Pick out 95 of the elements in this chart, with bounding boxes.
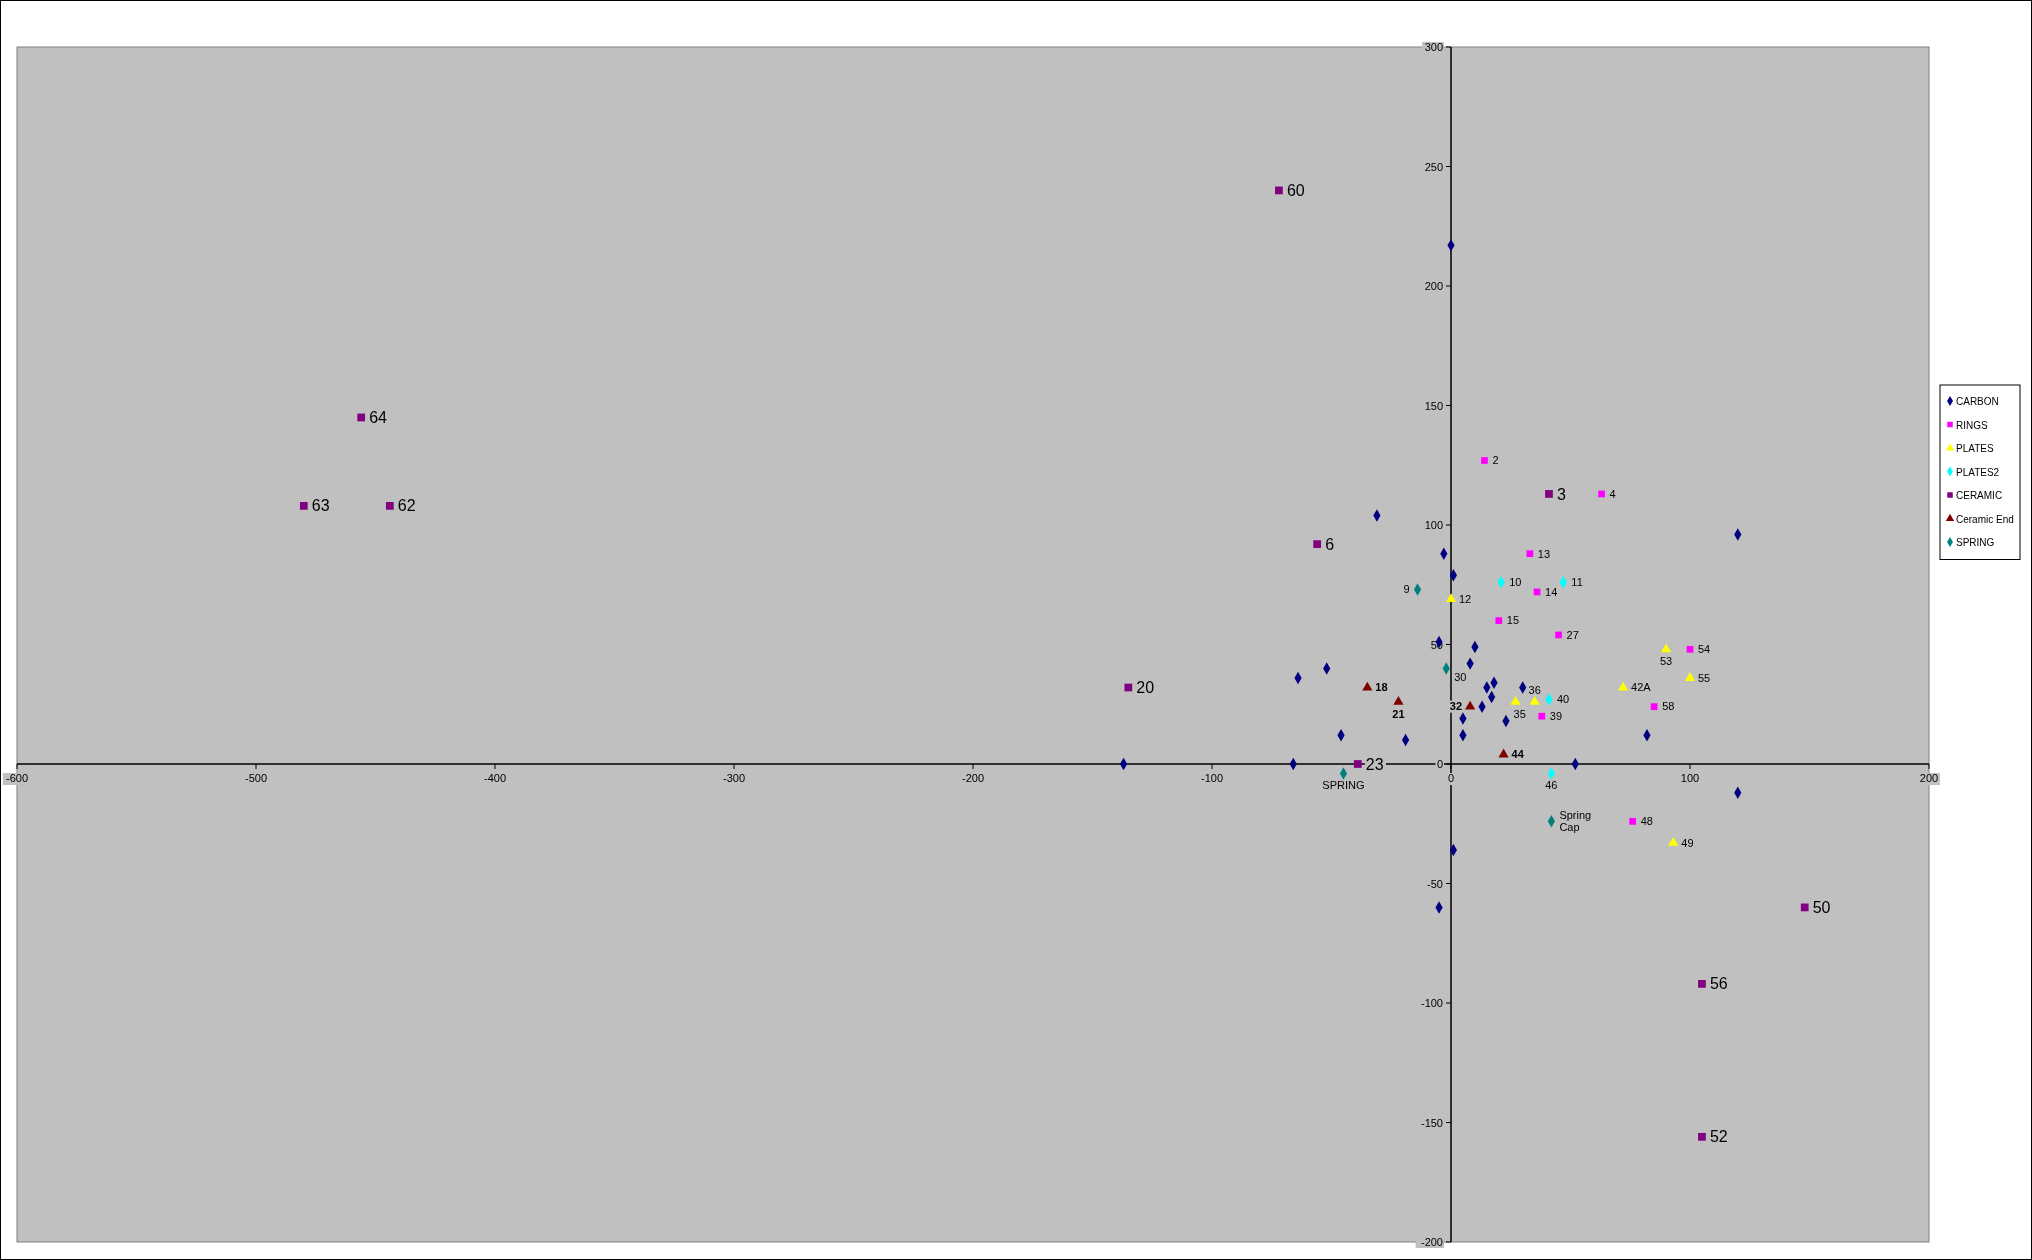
legend-label: RINGS xyxy=(1956,419,1988,431)
point xyxy=(1545,490,1553,498)
annotation: 15 xyxy=(1506,614,1520,627)
y-tick-label: -50 xyxy=(1427,877,1443,890)
point xyxy=(1465,700,1476,710)
point xyxy=(1538,712,1546,720)
x-tick-label: -500 xyxy=(244,772,268,784)
x-tick-label: 200 xyxy=(1919,772,1939,784)
annotation: 40 xyxy=(1556,693,1570,706)
y-tick-label: -100 xyxy=(1420,997,1443,1009)
point xyxy=(1498,748,1509,758)
annotation: 27 xyxy=(1566,628,1579,641)
annotation: 44 xyxy=(1511,748,1525,761)
annotation: 14 xyxy=(1545,585,1558,598)
annotation: 42A xyxy=(1631,681,1652,694)
annotation: 23 xyxy=(1365,755,1384,773)
point xyxy=(1353,760,1362,768)
y-tick-label: 100 xyxy=(1424,519,1443,531)
x-tick-label: -400 xyxy=(483,772,507,784)
annotation: 63 xyxy=(311,497,330,515)
annotation: 11 xyxy=(1571,576,1583,589)
y-tick-label: 0 xyxy=(1436,758,1443,770)
y-tick-label: 300 xyxy=(1424,41,1443,53)
annotation: 2 xyxy=(1492,454,1499,467)
annotation: 20 xyxy=(1136,679,1155,697)
point xyxy=(1698,980,1706,988)
annotation: 36 xyxy=(1528,683,1541,696)
annotation: 3 xyxy=(1556,485,1566,503)
point xyxy=(1393,695,1404,705)
annotation: 4 xyxy=(1609,487,1616,500)
annotation: 50 xyxy=(1812,899,1831,916)
point xyxy=(1481,457,1488,464)
point xyxy=(1800,903,1809,912)
annotation: 39 xyxy=(1549,710,1563,723)
legend-label: CARBON xyxy=(1956,396,1999,407)
annotation: 18 xyxy=(1375,681,1388,694)
annotation: 13 xyxy=(1537,547,1551,560)
point xyxy=(357,413,366,422)
x-tick-label: -200 xyxy=(961,772,985,784)
annotation: 55 xyxy=(1698,671,1711,684)
annotation: SPRING xyxy=(1322,779,1365,792)
y-tick-label: -200 xyxy=(1420,1236,1443,1248)
y-tick-label: 150 xyxy=(1424,399,1443,412)
annotation: 35 xyxy=(1513,707,1526,720)
point xyxy=(1686,645,1694,653)
point xyxy=(1629,818,1636,825)
point xyxy=(1668,836,1679,846)
annotation: Spring Cap xyxy=(1559,809,1592,834)
annotation: 46 xyxy=(1545,779,1558,792)
point xyxy=(1495,617,1503,624)
annotation: 32 xyxy=(1449,700,1463,713)
annotation: 10 xyxy=(1509,576,1522,589)
annotation: 48 xyxy=(1640,815,1653,828)
y-tick-label: -150 xyxy=(1420,1116,1443,1129)
legend-label: PLATES xyxy=(1956,443,1994,454)
annotation: 60 xyxy=(1286,182,1305,199)
point xyxy=(1650,703,1658,710)
point xyxy=(1275,186,1283,195)
annotation: 6 xyxy=(1325,535,1335,553)
point xyxy=(1526,550,1534,558)
annotation: 53 xyxy=(1659,655,1673,668)
annotation: 52 xyxy=(1709,1128,1728,1146)
point xyxy=(1445,593,1457,603)
annotation: 56 xyxy=(1709,975,1728,993)
annotation: 9 xyxy=(1403,583,1410,596)
y-tick-label: 200 xyxy=(1424,280,1443,292)
point xyxy=(1598,490,1605,498)
x-tick-label: 0 xyxy=(1447,772,1455,784)
x-tick-label: -300 xyxy=(722,772,746,784)
annotation: 64 xyxy=(369,409,388,427)
point xyxy=(1661,643,1672,653)
point xyxy=(1698,1132,1706,1141)
annotation: 62 xyxy=(397,497,416,515)
annotation: 21 xyxy=(1392,707,1405,720)
point xyxy=(385,502,394,510)
legend-label: CERAMIC xyxy=(1956,490,2003,501)
x-tick-label: -100 xyxy=(1200,772,1224,784)
point xyxy=(299,502,308,510)
point xyxy=(1510,695,1521,705)
annotation: 49 xyxy=(1681,836,1694,849)
annotation: 30 xyxy=(1454,671,1467,684)
point xyxy=(1684,672,1696,681)
y-tick-label: 250 xyxy=(1424,160,1443,173)
point xyxy=(1313,540,1322,548)
x-tick-label: -600 xyxy=(5,772,29,784)
x-tick-label: 100 xyxy=(1680,772,1700,784)
annotation: 58 xyxy=(1662,700,1675,713)
annotation: 54 xyxy=(1698,643,1711,656)
point xyxy=(1529,695,1540,705)
point xyxy=(1124,683,1133,692)
annotation: 12 xyxy=(1459,592,1472,605)
legend-label: SPRING xyxy=(1956,537,1995,548)
legend-label: PLATES2 xyxy=(1956,466,2000,478)
point xyxy=(1555,631,1562,639)
legend-label: Ceramic End xyxy=(1956,513,2014,525)
